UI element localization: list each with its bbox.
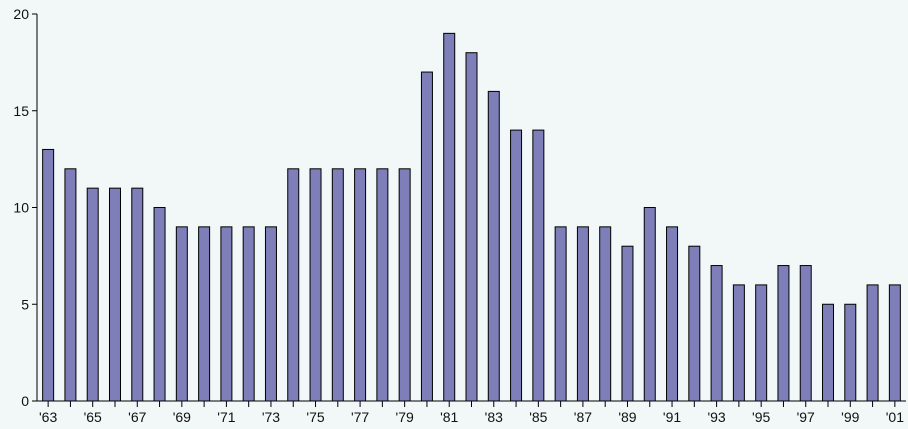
bar-13 xyxy=(331,168,344,402)
bar-22 xyxy=(532,129,545,402)
x-tick-label: '75 xyxy=(306,409,324,425)
bar-24 xyxy=(576,226,589,402)
bar-23 xyxy=(554,226,567,402)
x-tick-label: '63 xyxy=(39,409,57,425)
y-axis: 0 5 10 15 20 xyxy=(13,6,38,409)
x-tick-label: '65 xyxy=(84,409,102,425)
bar-5 xyxy=(153,207,166,402)
bar-29 xyxy=(688,245,701,402)
bar-33 xyxy=(777,265,790,402)
bar-3 xyxy=(108,187,121,402)
bar-27 xyxy=(643,207,656,402)
bar-35 xyxy=(822,303,835,402)
bar-10 xyxy=(264,226,277,402)
x-tick-label: '83 xyxy=(485,409,503,425)
bar-2 xyxy=(86,187,99,402)
x-tick-label: '93 xyxy=(707,409,725,425)
bar-7 xyxy=(198,226,211,402)
x-tick-label: '81 xyxy=(440,409,458,425)
x-tick-label: '79 xyxy=(396,409,414,425)
bar-6 xyxy=(175,226,188,402)
y-tick-label: 0 xyxy=(21,393,29,409)
x-tick-label: '87 xyxy=(574,409,592,425)
bar-0 xyxy=(42,148,55,402)
y-tick-label: 15 xyxy=(13,103,29,119)
x-tick-label: '01 xyxy=(886,409,904,425)
bar-26 xyxy=(621,245,634,402)
bar-4 xyxy=(131,187,144,402)
bar-1 xyxy=(64,168,77,402)
x-axis: '63 '65 '67 '69 '71 '73 '75 '77 '79 '81 '83 '85 '87 '… xyxy=(37,400,906,425)
x-tick-label: '89 xyxy=(618,409,636,425)
bar-37 xyxy=(866,284,879,402)
x-tick-label: '69 xyxy=(173,409,191,425)
bar-31 xyxy=(732,284,745,402)
x-tick-label: '73 xyxy=(262,409,280,425)
bars-group xyxy=(42,32,901,402)
bar-38 xyxy=(888,284,901,402)
bar-14 xyxy=(354,168,367,402)
bar-30 xyxy=(710,265,723,402)
bar-20 xyxy=(487,90,500,402)
bar-28 xyxy=(666,226,679,402)
x-tick-label: '95 xyxy=(752,409,770,425)
bar-34 xyxy=(799,265,812,402)
bar-16 xyxy=(398,168,411,402)
bar-9 xyxy=(242,226,255,402)
bar-12 xyxy=(309,168,322,402)
bar-19 xyxy=(465,52,478,402)
bar-25 xyxy=(599,226,612,402)
bar-17 xyxy=(420,71,433,402)
x-tick-label: '77 xyxy=(351,409,369,425)
bar-15 xyxy=(376,168,389,402)
x-tick-label: '99 xyxy=(841,409,859,425)
x-tick-label: '71 xyxy=(217,409,235,425)
x-tick-label: '97 xyxy=(797,409,815,425)
bar-36 xyxy=(844,303,857,402)
x-tick-label: '67 xyxy=(128,409,146,425)
y-tick-label: 5 xyxy=(21,296,29,312)
x-tick-label: '91 xyxy=(663,409,681,425)
bar-18 xyxy=(443,32,456,402)
bar-8 xyxy=(220,226,233,402)
bar-21 xyxy=(510,129,523,402)
y-tick-label: 10 xyxy=(13,200,29,216)
bar-32 xyxy=(755,284,768,402)
y-tick-label: 20 xyxy=(13,6,29,22)
bar-11 xyxy=(287,168,300,402)
x-tick-label: '85 xyxy=(529,409,547,425)
